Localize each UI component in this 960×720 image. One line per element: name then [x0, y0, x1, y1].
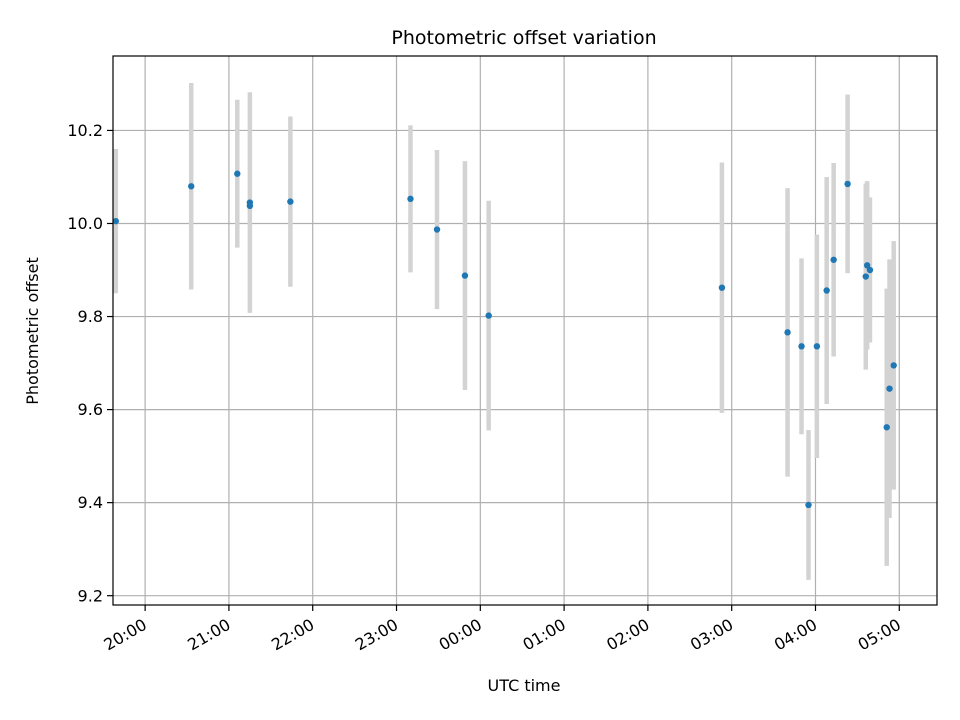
y-tick-label: 9.6: [78, 400, 103, 419]
data-point: [718, 284, 726, 291]
x-tick-label: 22:00: [268, 615, 317, 655]
y-tick-label: 9.4: [78, 493, 103, 512]
data-point: [830, 256, 837, 263]
data-point: [234, 170, 241, 177]
data-point: [813, 343, 821, 350]
x-tick-label: 04:00: [771, 615, 820, 655]
x-tick-label: 20:00: [100, 615, 149, 655]
x-tick-label: 02:00: [603, 615, 652, 655]
data-point: [862, 273, 869, 280]
y-axis-title: Photometric offset: [23, 257, 42, 405]
data-point: [112, 217, 119, 225]
y-tick-label: 10.0: [67, 214, 103, 233]
x-tick-label: 21:00: [184, 615, 233, 655]
data-point: [863, 262, 871, 269]
data-point: [805, 501, 812, 509]
x-tick-label: 23:00: [352, 615, 401, 655]
x-tick-label: 01:00: [519, 615, 568, 655]
x-axis-title: UTC time: [488, 676, 561, 695]
data-point: [407, 195, 414, 203]
x-tick-label: 00:00: [436, 615, 485, 655]
data-point: [844, 180, 851, 188]
data-point: [485, 312, 492, 319]
error-bars: [113, 82, 896, 580]
data-point: [890, 362, 897, 369]
plot-frame: [112, 55, 938, 606]
data-point: [798, 343, 805, 350]
data-point: [784, 329, 791, 336]
y-tick-label: 9.8: [78, 307, 103, 326]
y-tick-label: 10.2: [67, 121, 103, 140]
x-axis: 20:00 21:00 22:00 23:00 00:00 01:00 02:00 03:00…: [100, 605, 904, 654]
data-point: [433, 226, 441, 233]
data-point: [188, 183, 195, 190]
data-point: [287, 198, 294, 205]
y-tick-label: 9.2: [78, 586, 103, 605]
chart-title: Photometric offset variation: [391, 27, 656, 49]
y-axis: 9.2 9.4 9.6 9.8 10.0 10.2: [67, 121, 113, 605]
x-tick-label: 03:00: [687, 615, 736, 655]
data-point: [823, 287, 830, 294]
data-points: [112, 170, 897, 509]
data-point: [886, 385, 893, 392]
data-point: [883, 424, 890, 431]
data-point: [461, 272, 469, 279]
data-point: [866, 266, 874, 274]
x-tick-label: 05:00: [855, 615, 904, 655]
data-point: [246, 202, 254, 210]
